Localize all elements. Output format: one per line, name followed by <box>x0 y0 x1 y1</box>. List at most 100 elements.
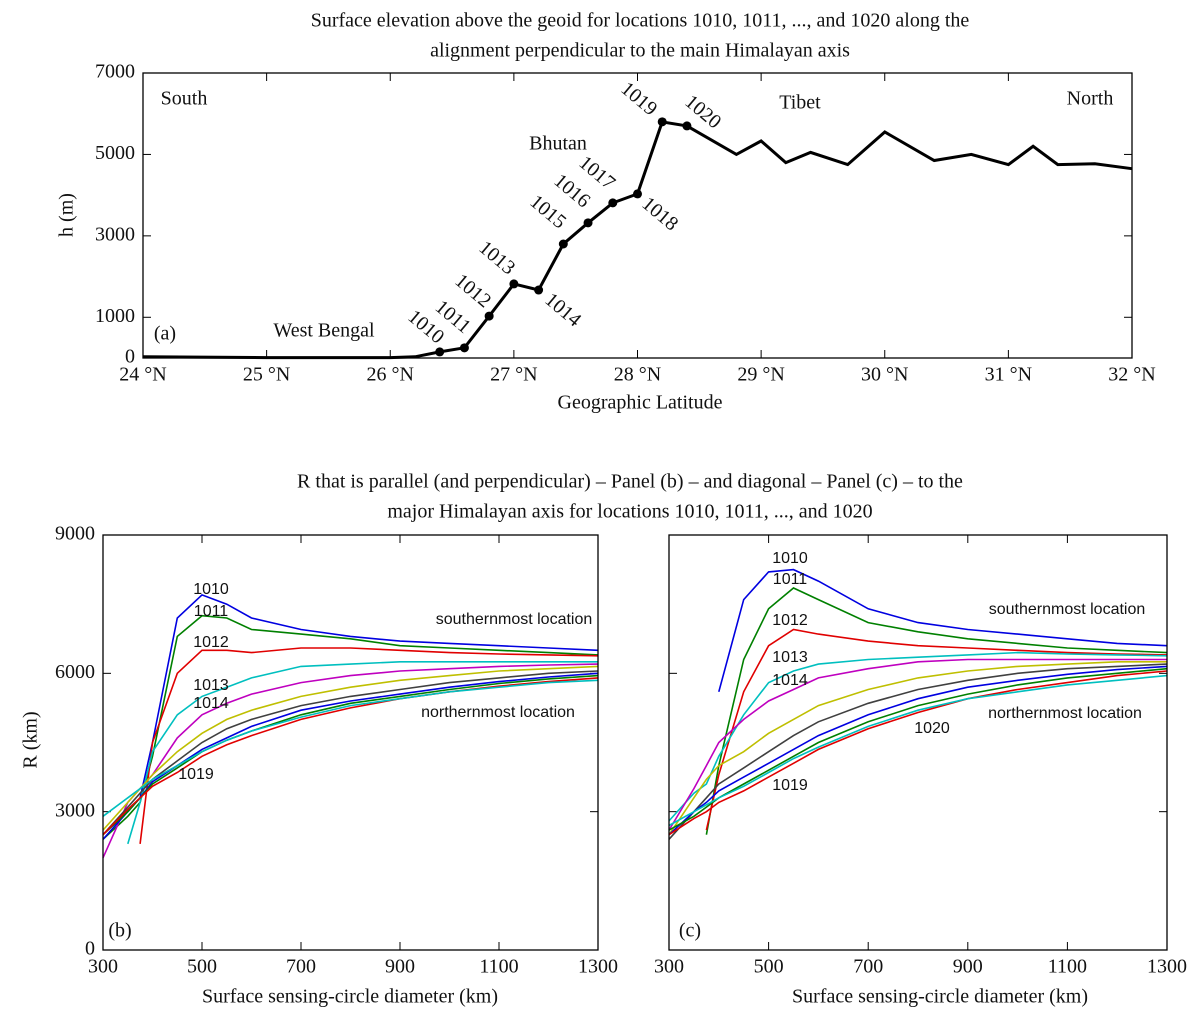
location-marker <box>484 311 494 321</box>
annotation: 1013 <box>772 649 808 666</box>
location-label: 1013 <box>475 237 520 280</box>
data-line <box>102 679 599 817</box>
data-line <box>139 647 599 844</box>
x-tick-label: 1300 <box>578 956 618 978</box>
annotation: West Bengal <box>273 320 375 342</box>
y-tick-label: 1000 <box>95 305 135 327</box>
data-line <box>127 661 598 845</box>
x-tick-label: 700 <box>853 956 883 978</box>
annotation: 1010 <box>772 550 808 567</box>
annotation: 1013 <box>193 677 229 694</box>
annotation: 1014 <box>772 672 808 689</box>
x-tick-label: 24 °N <box>119 364 166 386</box>
x-tick-label: 1300 <box>1147 956 1187 978</box>
x-tick-label: 700 <box>286 956 316 978</box>
location-marker <box>459 343 469 353</box>
data-line <box>668 670 1168 836</box>
data-line <box>668 661 1167 836</box>
y-tick-label: 9000 <box>55 523 95 545</box>
y-tick-label: 0 <box>125 346 135 368</box>
location-marker <box>608 198 618 208</box>
x-tick-label: 25 °N <box>243 364 290 386</box>
data-line <box>705 628 1168 831</box>
data-line <box>102 665 599 831</box>
location-label: 1014 <box>541 289 586 332</box>
data-line <box>705 587 1168 835</box>
plot-frame <box>668 534 1168 951</box>
data-line <box>668 658 1167 831</box>
location-label: 1018 <box>638 193 683 236</box>
data-line <box>102 672 599 840</box>
annotation: northernmost location <box>988 705 1142 722</box>
annotation: 1010 <box>193 581 229 598</box>
y-tick-label: 7000 <box>95 61 135 83</box>
x-tick-label: 300 <box>654 956 684 978</box>
data-line <box>668 667 1168 831</box>
location-marker <box>435 347 445 357</box>
data-line <box>668 674 1168 827</box>
x-tick-label: 31 °N <box>985 364 1032 386</box>
annotation: 1019 <box>772 777 808 794</box>
x-tick-label: 26 °N <box>367 364 414 386</box>
plot-frame <box>102 534 599 951</box>
location-marker <box>509 279 519 289</box>
location-marker <box>558 239 568 249</box>
x-tick-label: 900 <box>953 956 983 978</box>
x-tick-label: 28 °N <box>614 364 661 386</box>
annotation: (c) <box>679 920 701 942</box>
data-line <box>102 614 599 840</box>
annotation: North <box>1067 88 1114 110</box>
location-marker <box>657 117 667 127</box>
x-tick-label: 1100 <box>479 956 518 978</box>
x-tick-label: 30 °N <box>861 364 908 386</box>
data-line <box>718 568 1168 693</box>
data-line <box>142 120 1133 360</box>
data-line <box>668 663 1168 840</box>
annotation: South <box>161 88 208 110</box>
chart-title: alignment perpendicular to the main Hima… <box>430 40 850 62</box>
annotation: 1011 <box>773 571 808 588</box>
annotation: 1020 <box>914 720 950 737</box>
y-tick-label: 5000 <box>95 142 135 164</box>
y-tick-label: 6000 <box>55 661 95 683</box>
location-marker <box>534 285 544 295</box>
annotation: (a) <box>154 323 176 345</box>
data-line <box>102 674 599 836</box>
annotation: 1012 <box>772 612 808 629</box>
x-tick-label: 27 °N <box>490 364 537 386</box>
location-marker <box>633 189 642 199</box>
x-tick-label: 500 <box>187 956 217 978</box>
annotation: northernmost location <box>421 704 575 721</box>
x-tick-label: 500 <box>754 956 784 978</box>
plot-frame <box>142 72 1133 359</box>
data-line <box>102 593 599 836</box>
chart-title: major Himalayan axis for locations 1010,… <box>387 501 872 523</box>
y-tick-label: 3000 <box>55 799 95 821</box>
chart-title: Surface elevation above the geoid for lo… <box>311 10 970 32</box>
x-tick-label: 1100 <box>1048 956 1087 978</box>
x-tick-label: 900 <box>385 956 415 978</box>
x-axis-label: Surface sensing-circle diameter (km) <box>792 986 1088 1008</box>
x-axis-label: Geographic Latitude <box>558 392 723 414</box>
annotation: 1019 <box>178 766 214 783</box>
x-tick-label: 300 <box>88 956 118 978</box>
x-axis-label: Surface sensing-circle diameter (km) <box>202 986 498 1008</box>
x-tick-label: 29 °N <box>737 364 784 386</box>
location-marker <box>682 121 692 131</box>
annotation: Tibet <box>779 92 821 114</box>
annotation: (b) <box>108 920 131 942</box>
y-tick-label: 3000 <box>95 223 135 245</box>
annotation: 1014 <box>193 695 229 712</box>
data-line <box>102 670 599 836</box>
annotation: southernmost location <box>436 611 593 628</box>
annotation: 1012 <box>193 634 229 651</box>
y-axis-label: R (km) <box>20 711 42 768</box>
annotation: southernmost location <box>989 601 1146 618</box>
annotation: 1011 <box>194 603 229 620</box>
x-tick-label: 32 °N <box>1108 364 1155 386</box>
chart-title: R that is parallel (and perpendicular) –… <box>297 471 963 493</box>
location-label: 1019 <box>617 78 662 121</box>
annotation: Bhutan <box>529 133 587 155</box>
data-line <box>668 665 1168 836</box>
